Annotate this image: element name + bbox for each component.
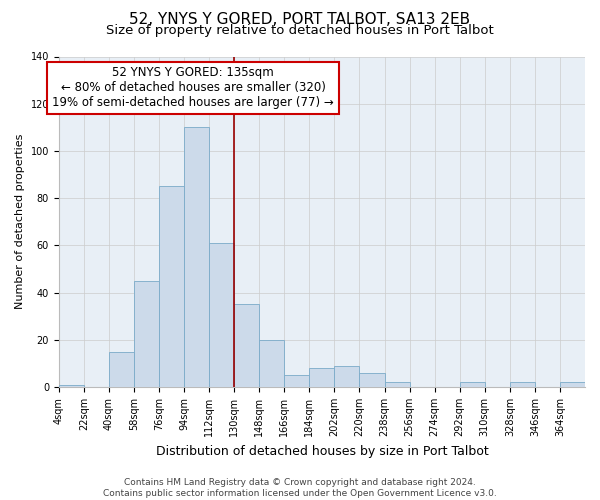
Text: 52, YNYS Y GORED, PORT TALBOT, SA13 2EB: 52, YNYS Y GORED, PORT TALBOT, SA13 2EB [130,12,470,28]
Y-axis label: Number of detached properties: Number of detached properties [15,134,25,310]
Bar [310,368,334,387]
Bar [159,186,184,387]
Bar [109,352,134,387]
Text: Size of property relative to detached houses in Port Talbot: Size of property relative to detached ho… [106,24,494,37]
Bar [334,366,359,387]
Bar [385,382,410,387]
Bar [460,382,485,387]
Bar [234,304,259,387]
Bar [259,340,284,387]
Bar [59,384,84,387]
X-axis label: Distribution of detached houses by size in Port Talbot: Distribution of detached houses by size … [155,444,488,458]
Bar [510,382,535,387]
Text: Contains HM Land Registry data © Crown copyright and database right 2024.
Contai: Contains HM Land Registry data © Crown c… [103,478,497,498]
Bar [184,128,209,387]
Bar [560,382,585,387]
Bar [359,373,385,387]
Text: 52 YNYS Y GORED: 135sqm
← 80% of detached houses are smaller (320)
19% of semi-d: 52 YNYS Y GORED: 135sqm ← 80% of detache… [52,66,334,110]
Bar [209,243,234,387]
Bar [134,281,159,387]
Bar [284,376,310,387]
